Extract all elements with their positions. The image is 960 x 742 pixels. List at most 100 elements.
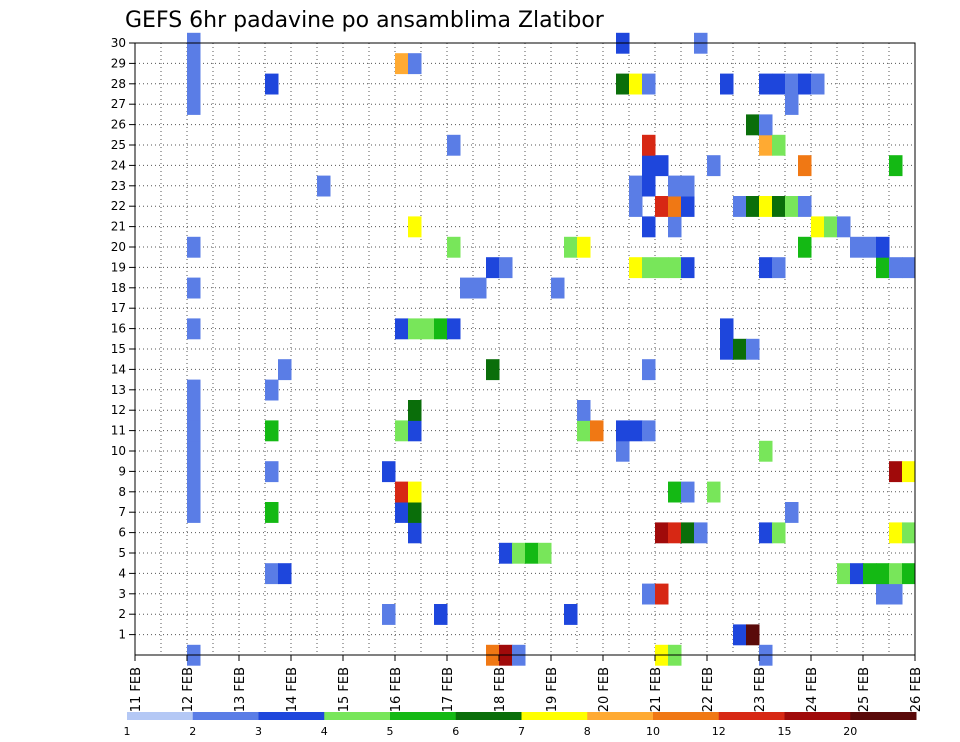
- heatmap-cell: [187, 318, 201, 340]
- heatmap-cell: [265, 379, 279, 401]
- x-tick-label: 12 FEB: [181, 667, 196, 712]
- heatmap-cell: [811, 73, 825, 95]
- y-tick-label: 5: [118, 546, 126, 560]
- heatmap-cell: [733, 624, 747, 646]
- y-tick-label: 22: [111, 199, 126, 213]
- heatmap-cell: [759, 73, 773, 95]
- heatmap-cell: [837, 216, 851, 238]
- y-tick-label: 21: [111, 220, 126, 234]
- heatmap-cell: [590, 420, 604, 442]
- heatmap-cell: [707, 155, 721, 177]
- heatmap-cell: [408, 318, 422, 340]
- heatmap-cell: [798, 73, 812, 95]
- legend-color-swatch: [390, 712, 457, 720]
- y-tick-label: 23: [111, 179, 126, 193]
- y-tick-label: 1: [118, 628, 126, 642]
- x-tick-label: 23 FEB: [753, 667, 768, 712]
- x-tick-label: 21 FEB: [649, 667, 664, 712]
- heatmap-cell: [850, 236, 864, 258]
- y-tick-label: 2: [118, 607, 126, 621]
- heatmap-cell: [265, 73, 279, 95]
- heatmap-cell: [577, 400, 591, 421]
- x-tick-label: 13 FEB: [233, 667, 248, 712]
- y-tick-label: 16: [111, 322, 126, 336]
- legend-color-swatch: [653, 712, 720, 720]
- heatmap-cell: [577, 420, 591, 442]
- heatmap-cell: [655, 583, 669, 605]
- heatmap-cell: [187, 277, 201, 299]
- heatmap-cell: [187, 481, 201, 503]
- legend-label: 15: [778, 725, 792, 738]
- heatmap-cell: [668, 481, 682, 503]
- heatmap-cell: [395, 318, 409, 340]
- heatmap-cell: [187, 379, 201, 401]
- heatmap-cell: [577, 236, 591, 258]
- heatmap-cell: [382, 604, 396, 625]
- heatmap-cell: [447, 318, 461, 340]
- x-tick-label: 24 FEB: [805, 667, 820, 712]
- heatmap-cell: [629, 196, 643, 217]
- x-tick-label: 15 FEB: [337, 667, 352, 712]
- heatmap-cell: [863, 563, 877, 585]
- heatmap-cell: [824, 216, 838, 238]
- heatmap-cell: [720, 338, 734, 360]
- heatmap-cell: [447, 236, 461, 258]
- y-tick-label: 6: [118, 526, 126, 540]
- heatmap-cell: [551, 277, 565, 299]
- x-tick-label: 20 FEB: [597, 667, 612, 712]
- y-axis-ticks: 1234567891011121314151617181920212223242…: [111, 36, 135, 642]
- y-tick-label: 24: [111, 158, 126, 172]
- legend-color-swatch: [587, 712, 654, 720]
- y-tick-label: 30: [111, 36, 126, 50]
- heatmap-cell: [629, 420, 643, 442]
- heatmap-cell: [759, 134, 773, 156]
- heatmap-cell: [811, 216, 825, 238]
- heatmap-cell: [642, 359, 656, 381]
- heatmap-cell: [798, 155, 812, 177]
- heatmap-cell: [837, 563, 851, 585]
- heatmap-cell: [798, 236, 812, 258]
- heatmap-cell: [265, 420, 279, 442]
- heatmap-cell: [759, 196, 773, 217]
- heatmap-cell: [681, 175, 695, 197]
- heatmap-cell: [876, 583, 890, 605]
- heatmap-cell: [889, 257, 903, 279]
- x-tick-label: 16 FEB: [389, 667, 404, 712]
- y-tick-label: 11: [111, 424, 126, 438]
- heatmap-cell: [681, 196, 695, 217]
- legend-label: 10: [646, 725, 660, 738]
- heatmap-cell: [187, 502, 201, 523]
- x-tick-label: 22 FEB: [701, 667, 716, 712]
- heatmap-cell: [642, 216, 656, 238]
- heatmap-cell: [382, 461, 396, 483]
- heatmap-cell: [681, 257, 695, 279]
- y-tick-label: 26: [111, 118, 126, 132]
- x-axis-ticks: 11 FEB 12 FEB 13 FEB 14 FEB 15 FEB 16 FEB 17 F…: [129, 655, 924, 712]
- y-tick-label: 14: [111, 362, 126, 376]
- x-tick-label: 14 FEB: [285, 667, 300, 712]
- x-tick-label: 26 FEB: [909, 667, 924, 712]
- color-legend: 1 2 3 4 5 6 7 8 10 12 15 20: [124, 712, 917, 738]
- legend-label: 4: [321, 725, 328, 738]
- heatmap-cell: [421, 318, 435, 340]
- y-tick-label: 19: [111, 260, 126, 274]
- heatmap-cell: [681, 481, 695, 503]
- heatmap-cell: [434, 604, 448, 625]
- heatmap-cell: [187, 94, 201, 115]
- legend-color-swatch: [127, 712, 194, 720]
- heatmap-cell: [889, 461, 903, 483]
- heatmap-cell: [655, 155, 669, 177]
- legend-color-swatch: [324, 712, 391, 720]
- legend-label: 5: [387, 725, 394, 738]
- heatmap-cell: [395, 481, 409, 503]
- heatmap-cell: [538, 542, 552, 564]
- x-tick-label: 25 FEB: [857, 667, 872, 712]
- heatmap-cell: [265, 502, 279, 523]
- heatmap-cell: [772, 257, 786, 279]
- y-tick-label: 15: [111, 342, 126, 356]
- heatmap-cell: [785, 502, 799, 523]
- heatmap-cell: [720, 73, 734, 95]
- heatmap-cell: [746, 196, 760, 217]
- heatmap-cell: [408, 502, 422, 523]
- heatmap-cell: [863, 236, 877, 258]
